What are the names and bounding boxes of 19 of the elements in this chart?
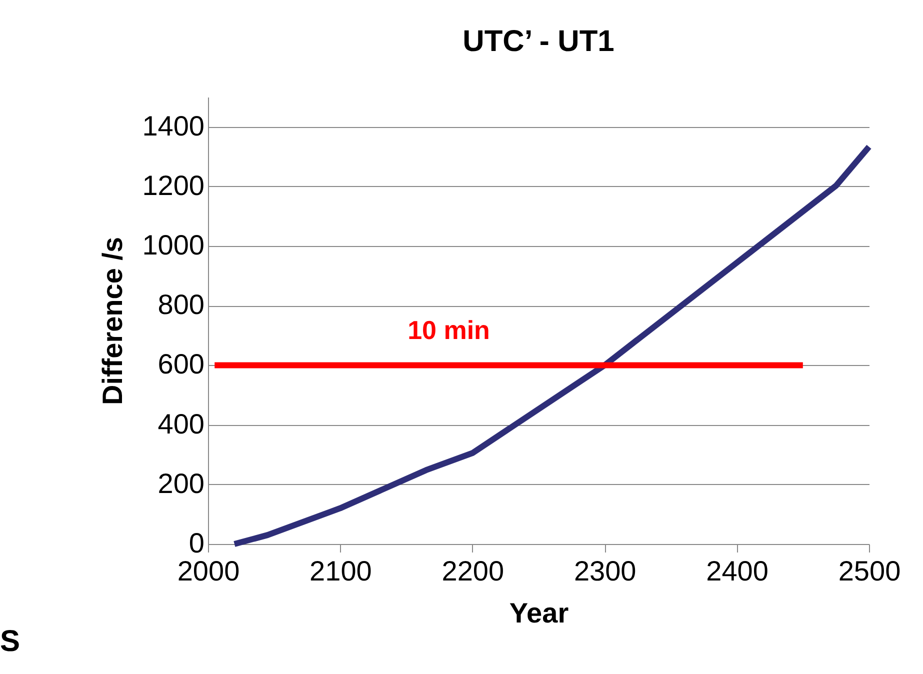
y-tick-label: 1000 xyxy=(142,230,204,260)
y-tick-label: 1200 xyxy=(142,170,204,201)
x-tick-label: 2100 xyxy=(310,556,372,586)
y-tick-label: 400 xyxy=(158,408,204,440)
chart-title: UTC’ - UT1 xyxy=(462,25,614,58)
y-tick-label: 600 xyxy=(158,348,204,380)
x-tick-label: 2400 xyxy=(706,556,768,586)
x-tick-label: 2300 xyxy=(574,556,636,586)
x-tick-label: 2200 xyxy=(442,556,504,586)
x-tick-label: 2500 xyxy=(838,556,901,586)
y-tick-label: 200 xyxy=(158,468,204,499)
y-tick-label: 0 xyxy=(188,528,204,558)
y-tick-label: 1400 xyxy=(142,110,204,142)
y-axis-title: Difference /s xyxy=(97,236,128,406)
y-tick-label: 800 xyxy=(158,289,204,320)
x-tick-label: 2000 xyxy=(177,556,240,586)
text: S xyxy=(0,625,20,659)
series-label: 10 min xyxy=(408,315,490,346)
x-axis-title: Year xyxy=(509,598,569,628)
